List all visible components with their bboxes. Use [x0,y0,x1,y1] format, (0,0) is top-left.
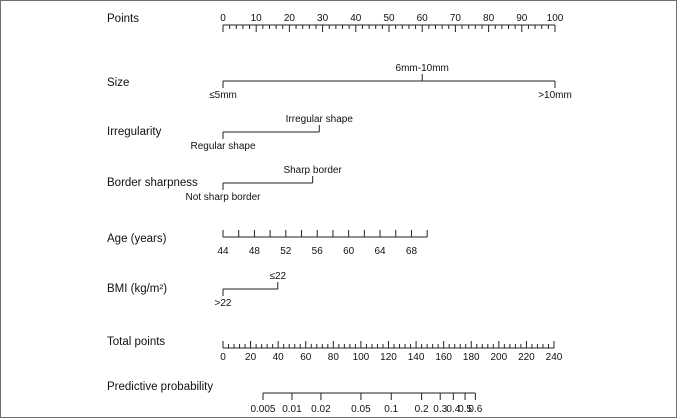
points-tick-label: 20 [284,13,296,24]
probability-tick-label: 0.6 [468,404,482,415]
size-category-label: ≤5mm [209,90,237,101]
size-category-label: 6mm-10mm [396,63,449,74]
probability-tick-label: 0.4 [446,404,460,415]
probability-tick-label: 0.2 [415,404,429,415]
probability-tick-label: 0.01 [282,404,302,415]
total-points-tick-label: 0 [220,352,226,363]
total-points-tick-label: 160 [435,352,452,363]
probability-tick-label: 0.02 [311,404,331,415]
age-tick-label: 44 [217,246,229,257]
irregularity-category-label: Regular shape [190,141,255,152]
total-points-tick-label: 140 [408,352,425,363]
points-tick-label: 40 [350,13,362,24]
probability-tick-label: 0.005 [250,404,275,415]
points-tick-label: 50 [383,13,395,24]
age-tick-label: 64 [374,246,386,257]
probability-tick-label: 0.05 [351,404,371,415]
size-category-label: >10mm [538,90,572,101]
points-tick-label: 90 [516,13,528,24]
total-points-tick-label: 20 [245,352,257,363]
probability-tick-label: 0.5 [458,404,472,415]
age-tick-label: 56 [312,246,324,257]
age-tick-label: 68 [406,246,418,257]
bmi-category-label: ≤22 [269,271,286,282]
row-label-irregularity: Irregularity [107,126,162,138]
points-tick-label: 100 [547,13,564,24]
total-points-tick-label: 180 [463,352,480,363]
points-tick-label: 60 [417,13,429,24]
row-label-total-points: Total points [107,336,165,348]
probability-tick-label: 0.1 [384,404,398,415]
total-points-tick-label: 100 [353,352,370,363]
total-points-tick-label: 200 [490,352,507,363]
age-tick-label: 60 [343,246,355,257]
bmi-category-label: >22 [215,298,232,309]
points-tick-label: 30 [317,13,329,24]
row-label-bmi: BMI (kg/m²) [107,283,167,295]
row-label-points: Points [107,13,139,25]
points-tick-label: 0 [220,13,226,24]
row-label-size: Size [107,77,129,89]
age-tick-label: 48 [249,246,261,257]
points-tick-label: 80 [483,13,495,24]
probability-tick-label: 0.3 [433,404,447,415]
total-points-tick-label: 40 [273,352,285,363]
total-points-tick-label: 220 [518,352,535,363]
points-tick-label: 10 [251,13,263,24]
points-tick-label: 70 [450,13,462,24]
total-points-tick-label: 60 [300,352,312,363]
total-points-tick-label: 80 [328,352,340,363]
total-points-tick-label: 240 [546,352,563,363]
row-label-age: Age (years) [107,233,167,245]
border-category-label: Sharp border [283,165,342,176]
age-tick-label: 52 [280,246,292,257]
irregularity-category-label: Irregular shape [286,114,354,125]
row-label-border: Border sharpness [107,177,198,189]
border-category-label: Not sharp border [185,192,261,203]
row-label-predictive-probability: Predictive probability [107,381,213,393]
total-points-tick-label: 120 [380,352,397,363]
